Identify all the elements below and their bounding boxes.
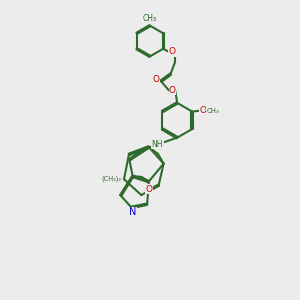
Text: NH: NH [152, 140, 163, 148]
Text: (CH₃)₂: (CH₃)₂ [101, 176, 121, 182]
Text: O: O [169, 47, 176, 56]
Text: CH₃: CH₃ [206, 108, 219, 114]
Text: O: O [169, 85, 176, 94]
Text: O: O [199, 106, 206, 115]
Text: O: O [152, 75, 159, 84]
Text: N: N [129, 207, 136, 218]
Text: O: O [145, 185, 152, 194]
Text: CH₃: CH₃ [143, 14, 157, 23]
